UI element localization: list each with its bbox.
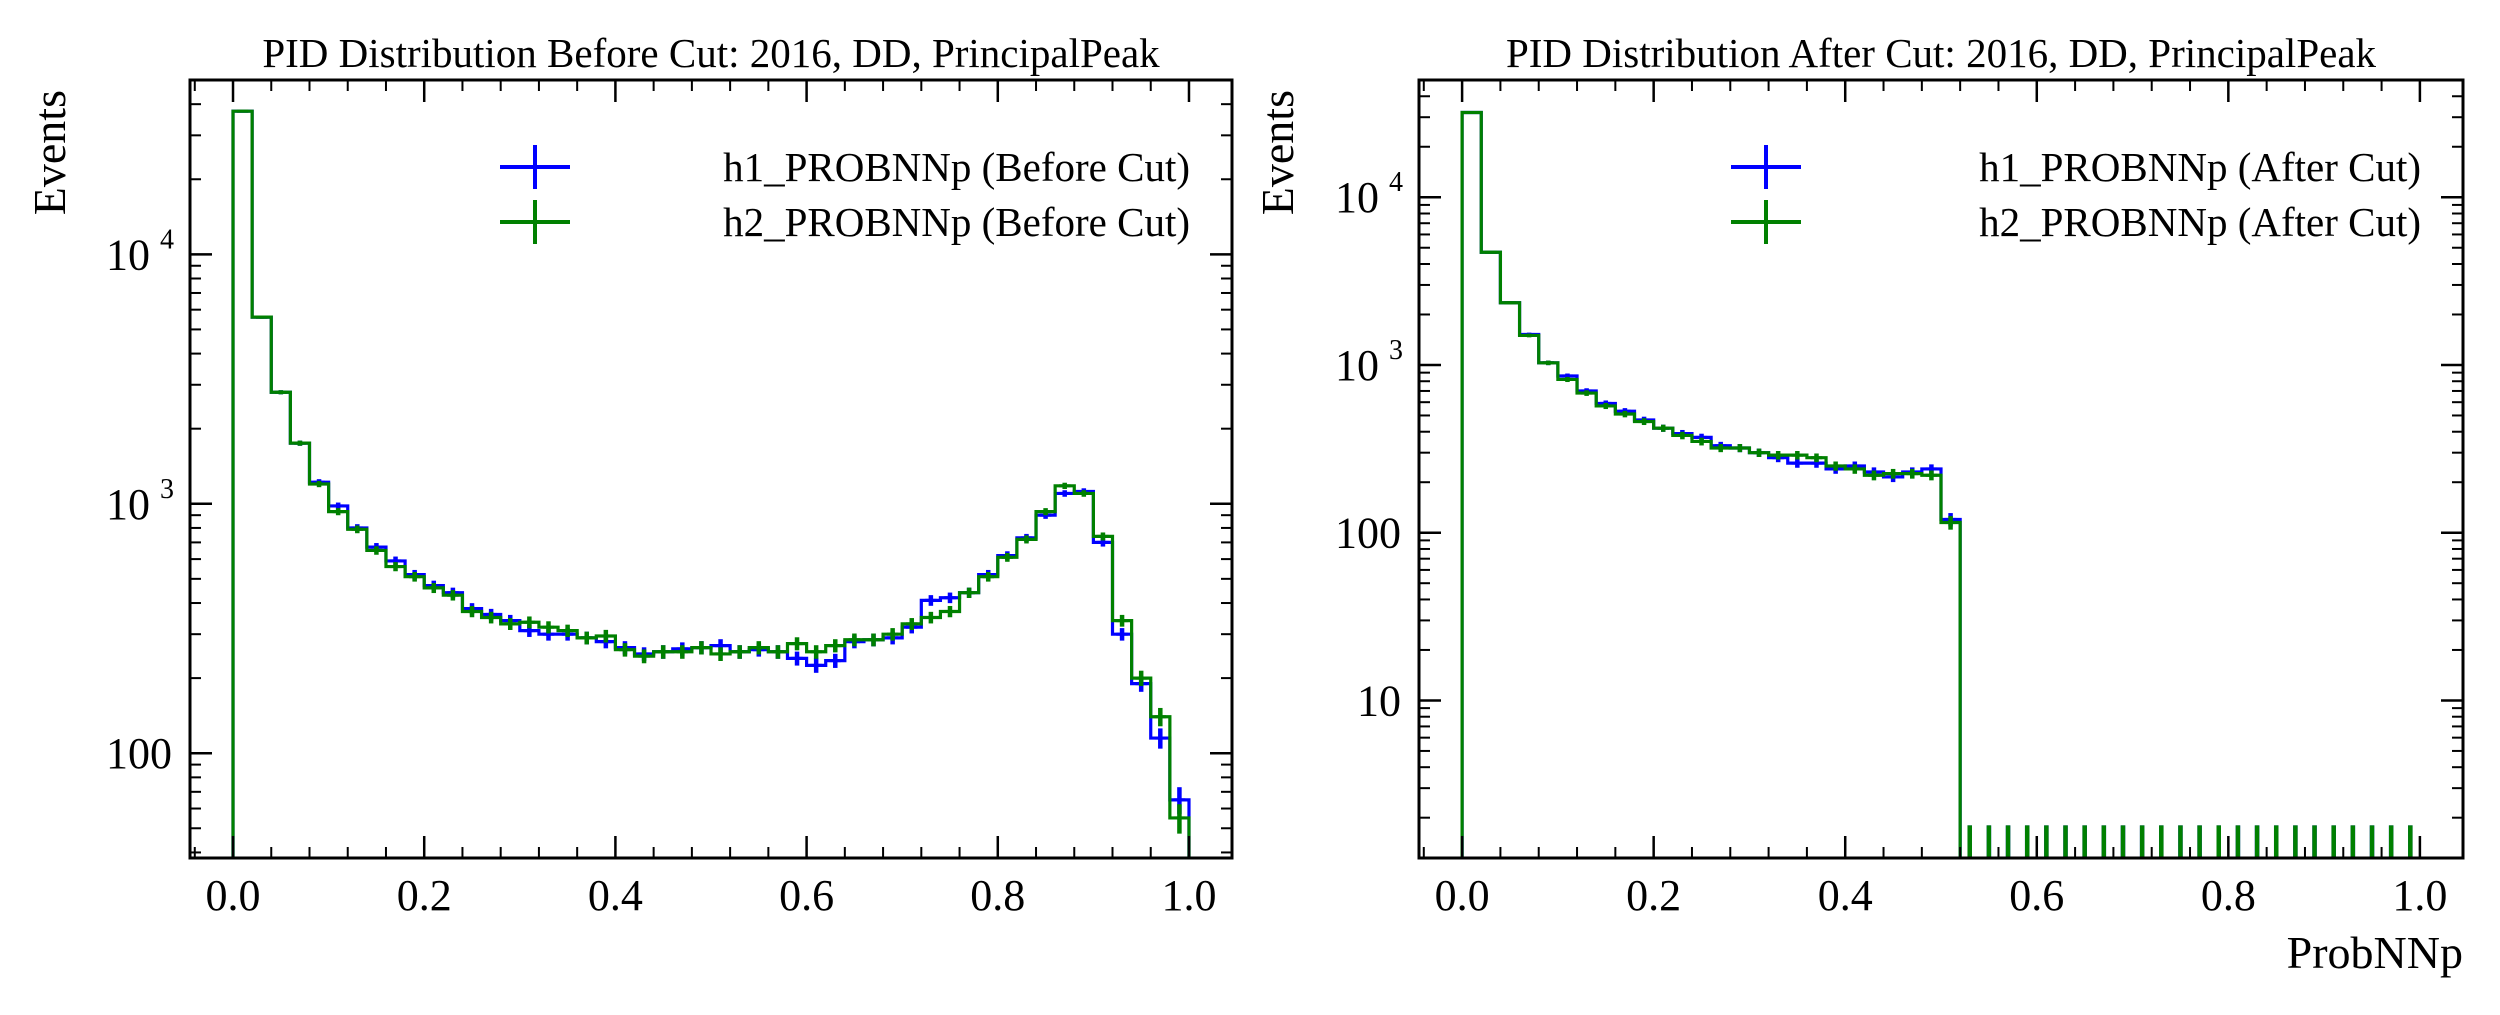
- x-tick-label: 0.4: [1818, 871, 1873, 920]
- chart-title: PID Distribution Before Cut: 2016, DD, P…: [262, 30, 1160, 76]
- legend-label: h1_PROBNNp (Before Cut): [723, 144, 1190, 190]
- y-tick-label-exponent: 4: [160, 224, 174, 255]
- plot-area: [1460, 110, 2413, 858]
- y-tick-label-exponent: 4: [1389, 167, 1403, 198]
- legend-item-2: h2_PROBNNp (After Cut): [1731, 199, 2421, 245]
- x-tick-label: 1.0: [1161, 871, 1216, 920]
- x-axis-label: ProbNNp: [2287, 927, 2463, 978]
- x-tick-label: 0.2: [397, 871, 452, 920]
- legend-item-1: h1_PROBNNp (Before Cut): [500, 144, 1190, 190]
- y-tick-label: 100: [1335, 509, 1401, 558]
- y-tick-label: 10 4: [1335, 167, 1403, 222]
- y-tick-label-base: 10: [1335, 341, 1379, 390]
- legend-label: h2_PROBNNp (After Cut): [1979, 199, 2421, 245]
- y-axis-label: Events: [24, 90, 75, 215]
- y-axis-label: Events: [1252, 90, 1303, 215]
- y-tick-label-exponent: 3: [1389, 335, 1403, 366]
- x-tick-label: 0.0: [206, 871, 261, 920]
- series-step-line: [1460, 110, 1962, 858]
- y-tick-label: 10 4: [106, 224, 174, 279]
- x-tick-label: 0.4: [588, 871, 643, 920]
- x-tick-label: 0.8: [970, 871, 1025, 920]
- legend: h1_PROBNNp (After Cut) h2_PROBNNp (After …: [1731, 144, 2421, 245]
- y-tick-label-exponent: 3: [160, 474, 174, 505]
- legend-label: h2_PROBNNp (Before Cut): [723, 199, 1190, 245]
- y-tick-label-base: 10: [106, 480, 150, 529]
- legend-label: h1_PROBNNp (After Cut): [1979, 144, 2421, 190]
- x-tick-label: 0.6: [2009, 871, 2064, 920]
- y-tick-label: 100: [106, 729, 172, 778]
- axes-frame: [188, 78, 1234, 860]
- x-tick-label: 0.6: [779, 871, 834, 920]
- legend: h1_PROBNNp (Before Cut) h2_PROBNNp (Befor…: [500, 144, 1190, 245]
- y-tick-label-base: 10: [106, 230, 150, 279]
- series-2: [231, 109, 1191, 858]
- panel-1: PID Distribution Before Cut: 2016, DD, P…: [24, 30, 1234, 920]
- y-tick-label: 10: [1357, 676, 1401, 725]
- y-tick-label-base: 10: [1357, 676, 1401, 725]
- y-tick-label-base: 10: [1335, 173, 1379, 222]
- x-tick-label: 1.0: [2392, 871, 2447, 920]
- y-tick-label: 10 3: [106, 474, 174, 529]
- legend-item-1: h1_PROBNNp (After Cut): [1731, 144, 2421, 190]
- chart-title: PID Distribution After Cut: 2016, DD, Pr…: [1506, 30, 2377, 76]
- y-tick-label: 10 3: [1335, 335, 1403, 390]
- plot-area: [231, 109, 1191, 858]
- y-tick-label-base: 100: [106, 729, 172, 778]
- series-2: [1460, 110, 2413, 858]
- series-step-line: [231, 109, 1191, 858]
- axes-frame: [1417, 78, 2465, 860]
- legend-item-2: h2_PROBNNp (Before Cut): [500, 199, 1190, 245]
- x-tick-label: 0.8: [2201, 871, 2256, 920]
- y-tick-label-base: 100: [1335, 509, 1401, 558]
- panel-2: PID Distribution After Cut: 2016, DD, Pr…: [1252, 30, 2465, 978]
- x-tick-label: 0.2: [1626, 871, 1681, 920]
- x-tick-label: 0.0: [1435, 871, 1490, 920]
